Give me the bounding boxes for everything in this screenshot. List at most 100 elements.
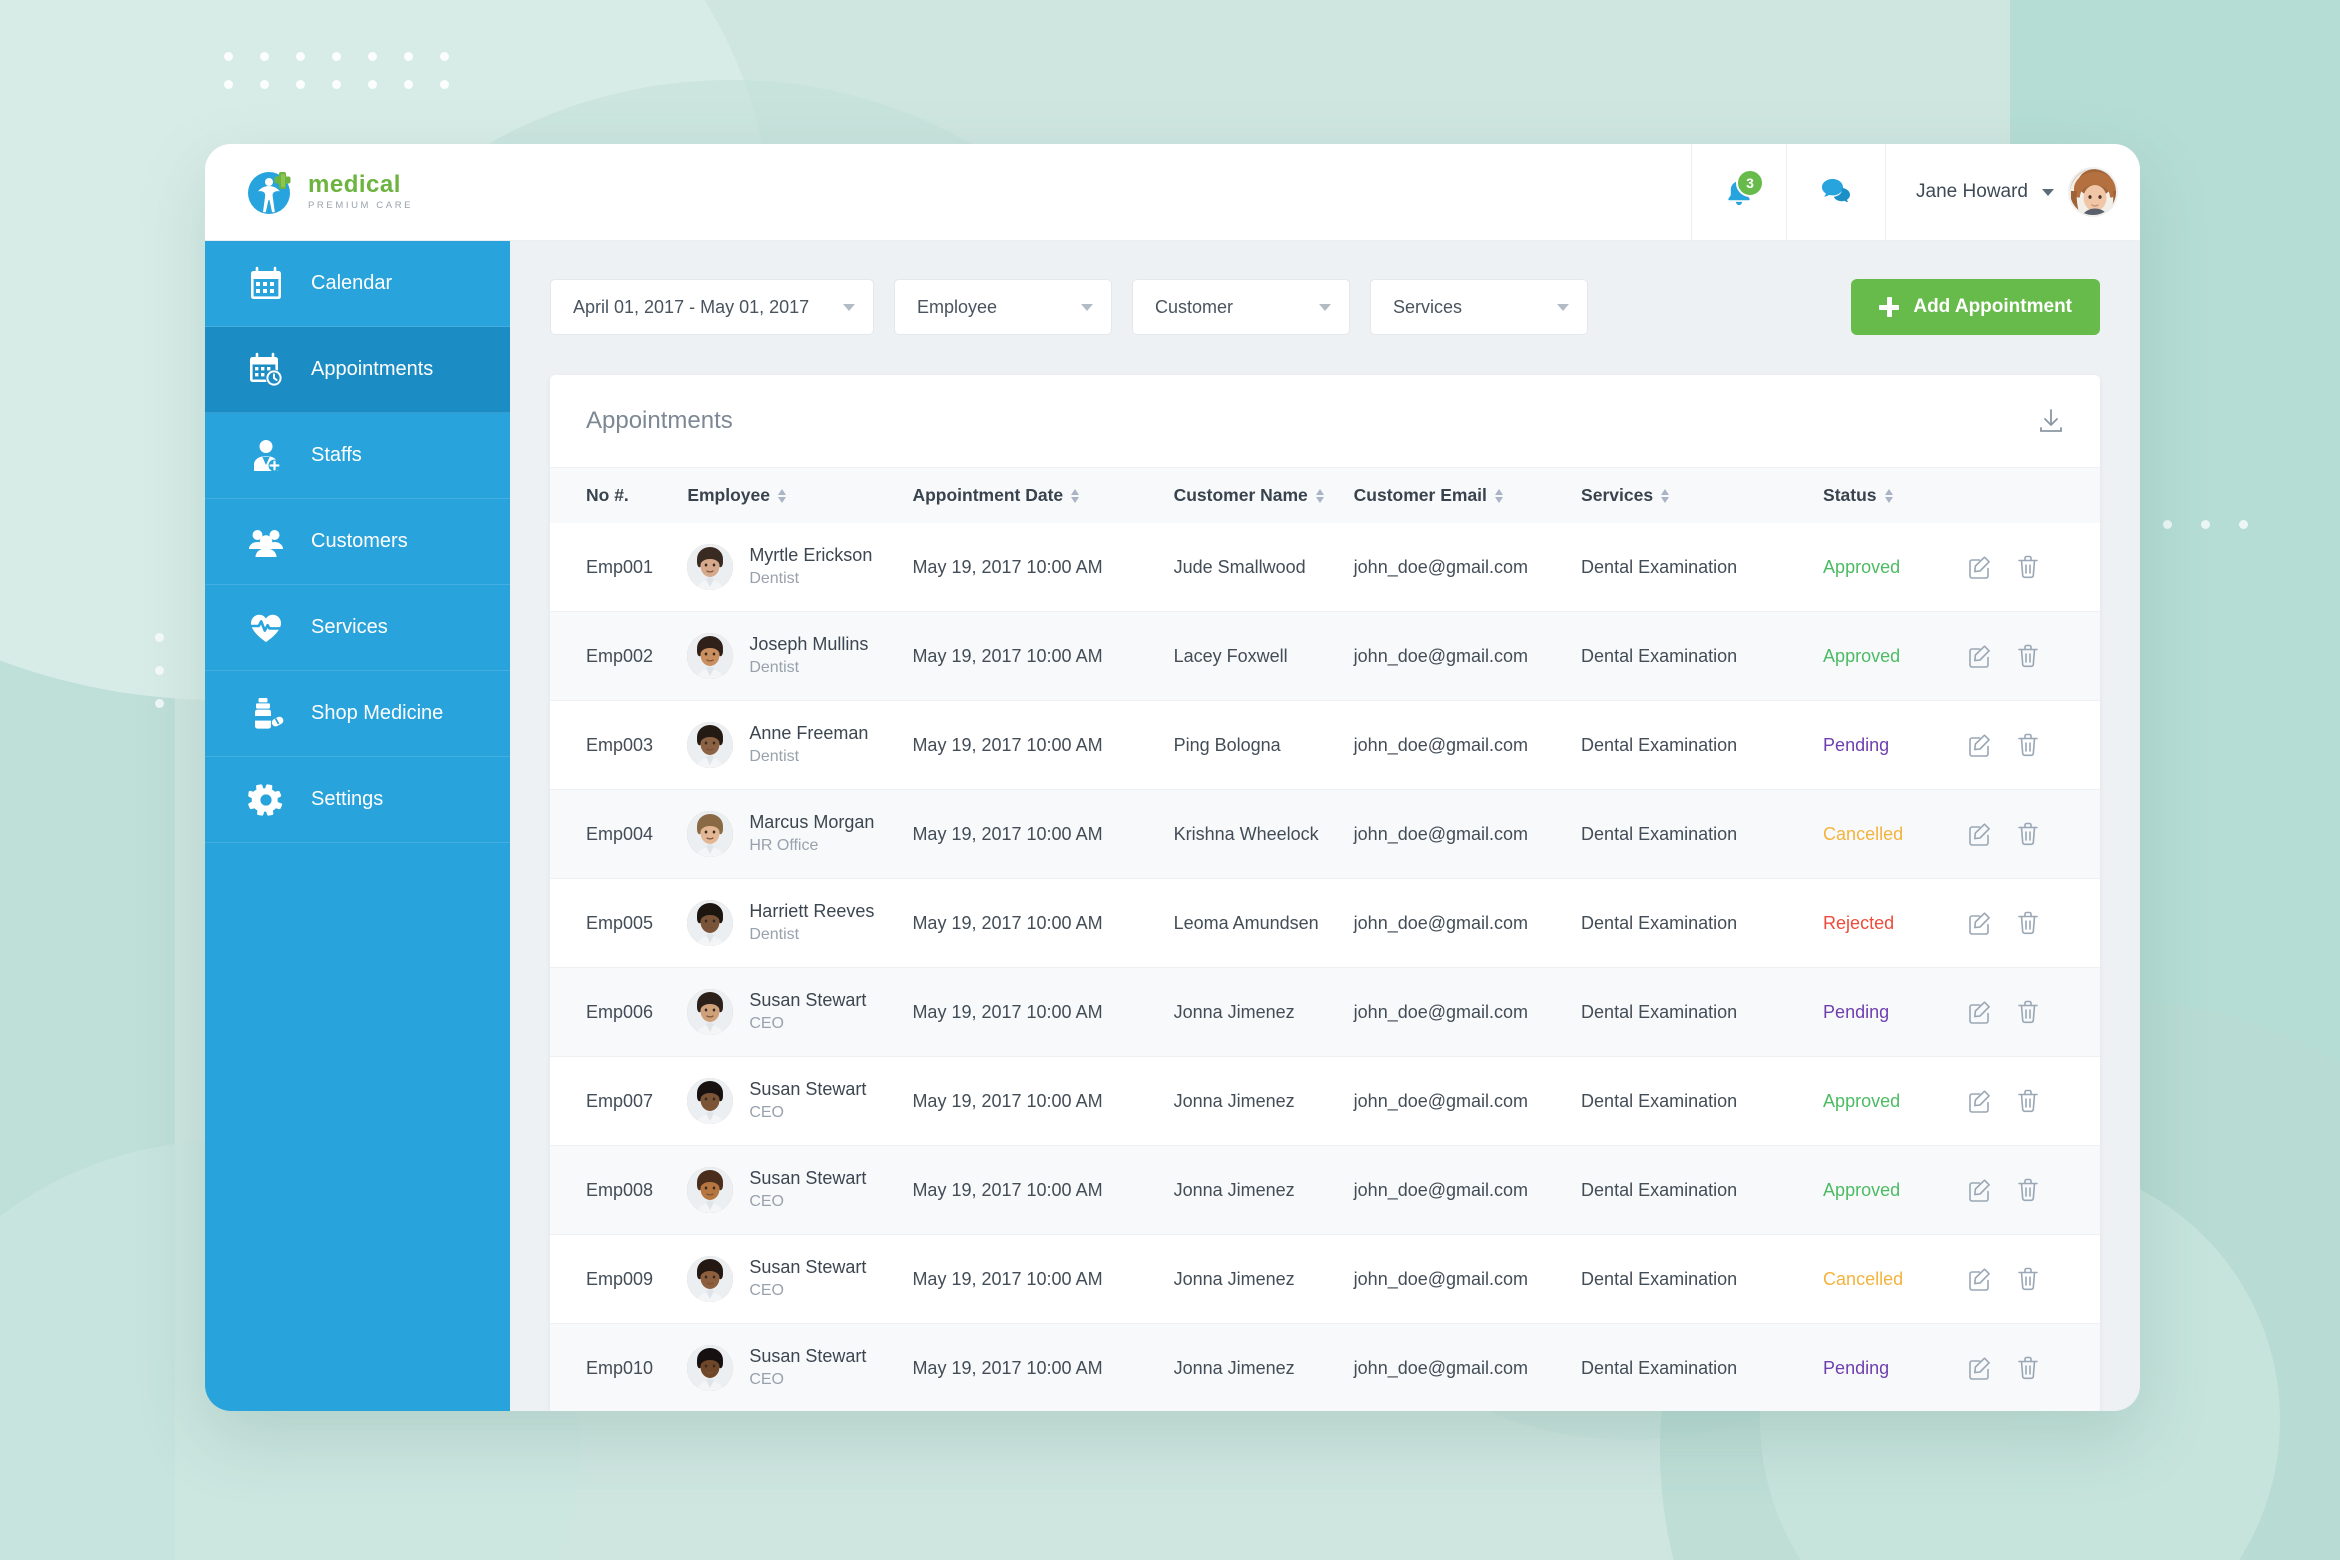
cell-appointment-date: May 19, 2017 10:00 AM	[912, 734, 1103, 755]
edit-icon[interactable]	[1967, 910, 1993, 936]
employee-name: Susan Stewart	[749, 1346, 867, 1367]
cell-customer-name: Krishna Wheelock	[1173, 823, 1319, 844]
date-range-value: April 01, 2017 - May 01, 2017	[573, 296, 810, 317]
brand-logo[interactable]: medical PREMIUM CARE	[205, 144, 555, 240]
cell-customer-email: john_doe@gmail.com	[1353, 1357, 1529, 1378]
edit-icon[interactable]	[1967, 732, 1993, 758]
add-appointment-button[interactable]: Add Appointment	[1851, 279, 2100, 335]
cell-actions	[1967, 523, 2100, 612]
edit-icon[interactable]	[1967, 554, 1993, 580]
cell-no: Emp008	[586, 1179, 654, 1200]
employee-name: Myrtle Erickson	[749, 545, 873, 566]
trash-icon[interactable]	[2015, 821, 2041, 847]
status-label: Cancelled	[1823, 823, 1904, 844]
notification-badge: 3	[1736, 169, 1765, 197]
brand-subtitle: PREMIUM CARE	[308, 200, 414, 212]
column-header-employee[interactable]: Employee	[687, 468, 913, 523]
sidebar-item-appointments[interactable]: Appointments	[205, 327, 510, 413]
cell-no: Emp009	[586, 1268, 654, 1289]
column-header-date[interactable]: Appointment Date	[912, 468, 1174, 523]
employee-role: CEO	[749, 1014, 784, 1032]
edit-icon[interactable]	[1967, 1088, 1993, 1114]
user-menu[interactable]: Jane Howard	[1885, 144, 2140, 240]
cell-actions	[1967, 701, 2100, 790]
table-row: Emp003 Anne Freeman Dentist May 19, 2017 10…	[550, 701, 2100, 790]
date-range-select[interactable]: April 01, 2017 - May 01, 2017	[550, 279, 874, 335]
edit-icon[interactable]	[1967, 821, 1993, 847]
cell-service: Dental Examination	[1581, 1179, 1738, 1200]
trash-icon[interactable]	[2015, 1177, 2041, 1203]
cell-customer-email: john_doe@gmail.com	[1353, 1001, 1529, 1022]
cell-no: Emp006	[586, 1001, 654, 1022]
sort-icon	[1884, 488, 1893, 503]
status-label: Pending	[1823, 734, 1890, 755]
messages-button[interactable]	[1786, 144, 1885, 240]
table-body: Emp001 Myrtle Erickson Dentist May 19, 2017…	[550, 523, 2100, 1411]
trash-icon[interactable]	[2015, 1088, 2041, 1114]
trash-icon[interactable]	[2015, 1355, 2041, 1381]
column-label: Services	[1581, 485, 1654, 505]
column-header-status[interactable]: Status	[1823, 468, 1968, 523]
cell-customer-email: john_doe@gmail.com	[1353, 1090, 1529, 1111]
edit-icon[interactable]	[1967, 1266, 1993, 1292]
brand-title: medical	[308, 171, 401, 199]
column-header-services[interactable]: Services	[1581, 468, 1824, 523]
cell-service: Dental Examination	[1581, 645, 1738, 666]
column-header-customer-name[interactable]: Customer Name	[1173, 468, 1354, 523]
employee-select[interactable]: Employee	[894, 279, 1112, 335]
sidebar-item-customers[interactable]: Customers	[205, 499, 510, 585]
sidebar-item-staffs[interactable]: Staffs	[205, 413, 510, 499]
employee-avatar	[687, 1078, 734, 1124]
add-appointment-label: Add Appointment	[1913, 296, 2072, 317]
trash-icon[interactable]	[2015, 732, 2041, 758]
cell-employee: Susan Stewart CEO	[687, 1057, 912, 1146]
edit-icon[interactable]	[1967, 999, 1993, 1025]
customer-select-value: Customer	[1155, 296, 1234, 317]
table-row: Emp004 Marcus Morgan HR Office May 19, 2017…	[550, 789, 2100, 879]
edit-icon[interactable]	[1967, 643, 1993, 669]
cell-customer-name: Jonna Jimenez	[1173, 1090, 1295, 1111]
trash-icon[interactable]	[2015, 554, 2041, 580]
download-icon[interactable]	[2038, 408, 2064, 434]
sidebar-item-shop-medicine[interactable]: Shop Medicine	[205, 671, 510, 757]
user-name: Jane Howard	[1916, 181, 2028, 202]
column-label: Customer Name	[1173, 485, 1308, 505]
employee-avatar	[687, 1167, 734, 1213]
status-badge: Cancelled	[1823, 1235, 1967, 1324]
appointments-card: Appointments No #. Employee Appo	[550, 375, 2100, 1411]
trash-icon[interactable]	[2015, 999, 2041, 1025]
trash-icon[interactable]	[2015, 643, 2041, 669]
sidebar-item-services[interactable]: Services	[205, 585, 510, 671]
column-header-no[interactable]: No #.	[550, 468, 688, 523]
trash-icon[interactable]	[2015, 1266, 2041, 1292]
status-badge: Cancelled	[1823, 790, 1967, 879]
heart-pulse-icon	[247, 609, 285, 647]
table-row: Emp002 Joseph Mullins Dentist May 19, 2017 …	[550, 611, 2100, 701]
page-title: Appointments	[586, 407, 733, 434]
cell-actions	[1967, 1235, 2100, 1324]
services-select[interactable]: Services	[1370, 279, 1588, 335]
cell-no: Emp005	[586, 912, 654, 933]
cell-customer-name: Leoma Amundsen	[1173, 912, 1319, 933]
customer-select[interactable]: Customer	[1132, 279, 1350, 335]
sidebar-item-label: Settings	[311, 788, 384, 810]
sort-icon	[1494, 488, 1503, 503]
employee-role: Dentist	[749, 658, 800, 676]
edit-icon[interactable]	[1967, 1355, 1993, 1381]
cell-appointment-date: May 19, 2017 10:00 AM	[912, 556, 1103, 577]
cell-employee: Anne Freeman Dentist	[687, 701, 912, 790]
cell-employee: Marcus Morgan HR Office	[687, 790, 912, 879]
notifications-button[interactable]: 3	[1691, 144, 1786, 240]
status-badge: Approved	[1823, 1146, 1967, 1235]
sidebar-item-settings[interactable]: Settings	[205, 757, 510, 843]
cell-customer-name: Ping Bologna	[1173, 734, 1281, 755]
edit-icon[interactable]	[1967, 1177, 1993, 1203]
main-content: April 01, 2017 - May 01, 2017 Employee C…	[510, 241, 2140, 1411]
column-header-customer-email[interactable]: Customer Email	[1353, 468, 1582, 523]
trash-icon[interactable]	[2015, 910, 2041, 936]
cell-employee: Myrtle Erickson Dentist	[687, 523, 912, 612]
table-header: No #. Employee Appointment Date Customer…	[550, 468, 2100, 523]
sidebar-item-calendar[interactable]: Calendar	[205, 241, 510, 327]
table-row: Emp007 Susan Stewart CEO May 19, 2017 10:00…	[550, 1057, 2100, 1146]
employee-avatar	[687, 811, 734, 857]
